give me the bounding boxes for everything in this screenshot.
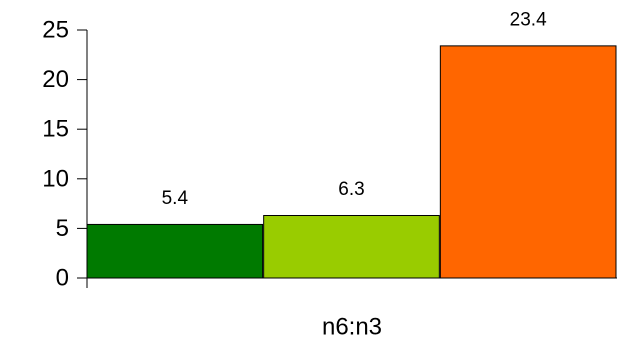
- x-category-label: n6:n3: [322, 314, 382, 339]
- y-tick-label: 5: [56, 215, 69, 242]
- y-tick-label: 20: [42, 66, 69, 93]
- data-labels: 5.4 6.3 23.4: [162, 9, 547, 209]
- y-tick-label: 25: [42, 17, 69, 44]
- y-tick-label: 0: [56, 265, 69, 292]
- bar: [439, 45, 617, 279]
- category-labels: n6:n3: [322, 314, 382, 339]
- bar: [86, 223, 264, 279]
- bars: [86, 45, 617, 279]
- y-tick-label: 10: [42, 165, 69, 192]
- y-tick-label: 15: [42, 116, 69, 143]
- x-axis: [77, 277, 617, 288]
- bar-data-label: 6.3: [338, 179, 364, 200]
- bar: [263, 215, 440, 279]
- bar-data-label: 5.4: [162, 188, 189, 209]
- y-axis-ticks: 0 5 10 15 20 25: [42, 17, 87, 292]
- bar-data-label: 23.4: [510, 9, 547, 30]
